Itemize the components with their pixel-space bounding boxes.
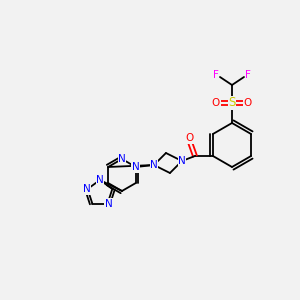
- Text: F: F: [245, 70, 251, 80]
- Text: N: N: [150, 160, 158, 170]
- Text: F: F: [213, 70, 219, 80]
- Text: N: N: [132, 162, 140, 172]
- Text: N: N: [105, 199, 112, 208]
- Text: O: O: [244, 98, 252, 108]
- Text: N: N: [118, 154, 126, 164]
- Text: S: S: [228, 97, 236, 110]
- Text: N: N: [83, 184, 91, 194]
- Text: N: N: [96, 175, 104, 185]
- Text: N: N: [178, 156, 186, 166]
- Text: O: O: [212, 98, 220, 108]
- Text: O: O: [186, 133, 194, 143]
